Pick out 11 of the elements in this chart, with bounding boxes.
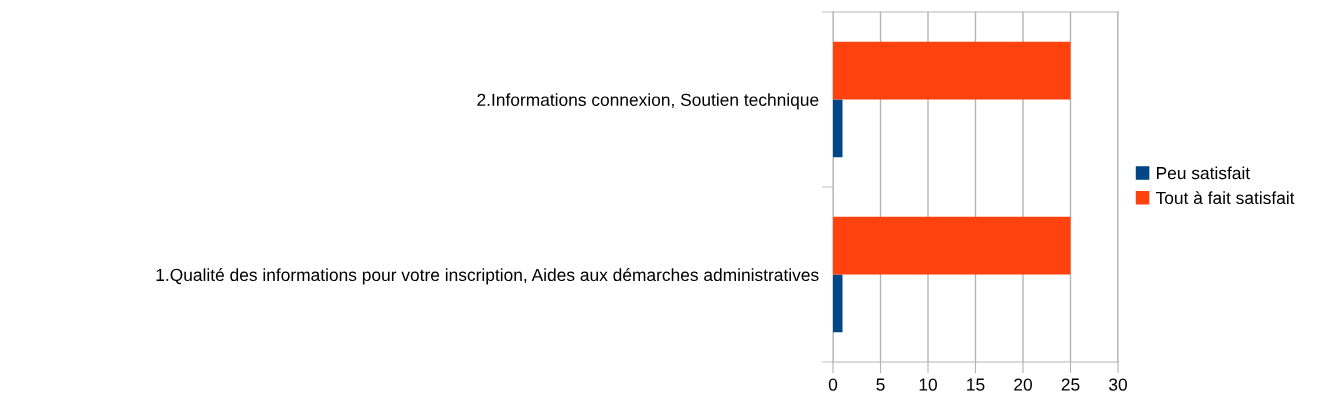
x-tick-label: 0 bbox=[828, 378, 838, 391]
x-tick-label: 20 bbox=[1014, 378, 1032, 391]
legend-label: Tout à fait satisfait bbox=[1155, 191, 1295, 205]
x-tick-label: 30 bbox=[1109, 378, 1127, 391]
x-tick-label: 15 bbox=[967, 378, 985, 391]
x-tick-label: 5 bbox=[876, 378, 885, 391]
y-tick-label: 1.Qualité des informations pour votre inscription, Aides aux démarches administratives bbox=[156, 268, 819, 285]
x-tick-label: 10 bbox=[919, 378, 937, 391]
x-tick-label: 25 bbox=[1061, 378, 1080, 391]
y-tick-label: 2.Informations connexion, Soutien technique bbox=[477, 93, 819, 110]
legend-label: Peu satisfait bbox=[1157, 166, 1251, 180]
